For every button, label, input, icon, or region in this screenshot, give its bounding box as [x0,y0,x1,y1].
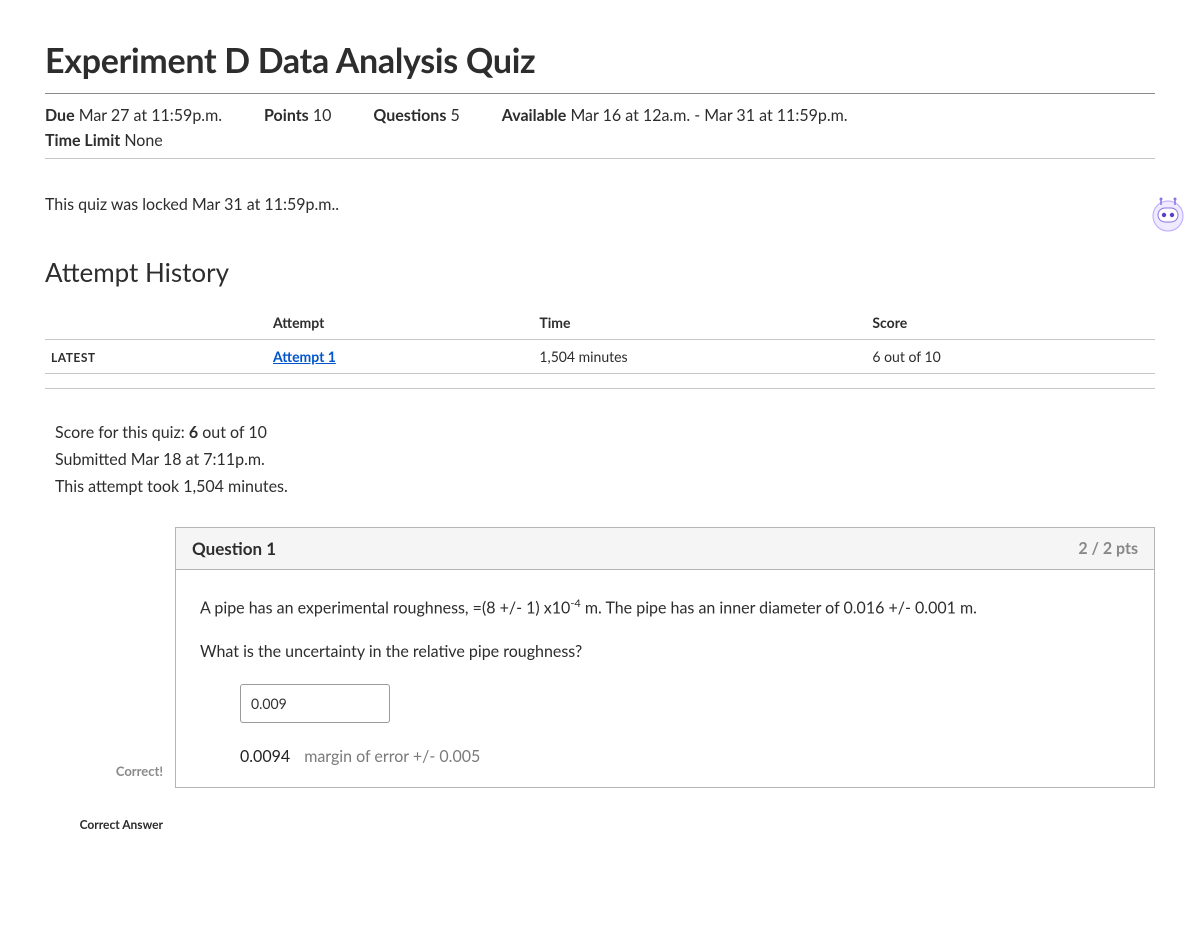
q1-text-a: A pipe has an experimental roughness, =(… [200,598,570,617]
attempt-score: 6 out of 10 [866,340,1155,374]
col-attempt: Attempt [267,306,533,340]
meta-timelimit: Time Limit None [45,131,163,150]
question-header: Question 1 2 / 2 pts [176,528,1154,570]
question-text-2: What is the uncertainty in the relative … [200,640,1130,664]
attempt-time: 1,504 minutes [533,340,866,374]
page-title: Experiment D Data Analysis Quiz [45,40,1155,81]
attempt-summary: Score for this quiz: 6 out of 10 Submitt… [55,419,1155,501]
summary-score-bold: 6 [189,423,198,442]
latest-tag: LATEST [51,350,96,365]
student-answer-box: 0.009 [240,684,390,723]
margin-of-error: margin of error +/- 0.005 [304,745,480,769]
quiz-meta-row: Due Mar 27 at 11:59p.m. Points 10 Questi… [45,106,1155,125]
q1-text-b: m. The pipe has an inner diameter of 0.0… [581,598,977,617]
summary-line-1: Score for this quiz: 6 out of 10 [55,419,1155,446]
meta-points: Points 10 [264,106,331,125]
attempt-history-table: Attempt Time Score LATEST Attempt 1 1,50… [45,306,1155,374]
meta-due-value-text: Mar 27 at 11:59p.m. [79,106,222,125]
attempt-history-heading: Attempt History [45,256,1155,288]
meta-questions-label: Questions [373,106,446,125]
q1-exponent: -4 [570,597,580,610]
lock-note: This quiz was locked Mar 31 at 11:59p.m.… [45,195,1155,214]
question-body: A pipe has an experimental roughness, =(… [176,570,1154,787]
student-answer-row: 0.009 [200,684,1130,723]
assistant-bot-icon[interactable] [1146,190,1190,234]
col-blank [45,306,267,340]
meta-timelimit-label: Time Limit [45,131,120,150]
meta-due: Due Mar 27 at 11:59p.m. [45,106,222,125]
correct-answer-label: Correct Answer [80,817,163,832]
table-row: LATEST Attempt 1 1,504 minutes 6 out of … [45,340,1155,374]
summary-line-2: Submitted Mar 18 at 7:11p.m. [55,446,1155,473]
correct-indicator: Correct! [116,763,163,779]
question-points: 2 / 2 pts [1078,539,1138,558]
question-title: Question 1 [192,538,276,559]
meta-available-label: Available [502,106,567,125]
col-time: Time [533,306,866,340]
divider [45,388,1155,389]
meta-available: Available Mar 16 at 12a.m. - Mar 31 at 1… [502,106,848,125]
divider [45,158,1155,159]
meta-points-value: 10 [313,106,332,125]
col-score: Score [866,306,1155,340]
question-card: Question 1 2 / 2 pts A pipe has an exper… [175,527,1155,788]
question-gutter: Correct! Correct Answer [45,527,175,788]
meta-timelimit-value: None [124,131,162,150]
meta-questions-value: 5 [450,106,459,125]
meta-due-label: Due [45,106,75,125]
summary-score-post: out of 10 [198,423,267,442]
correct-answer-value: 0.0094 [240,745,290,769]
correct-answer-row: 0.0094 margin of error +/- 0.005 [240,745,1130,769]
question-block: Correct! Correct Answer Question 1 2 / 2… [45,527,1155,788]
divider [45,93,1155,94]
summary-score-pre: Score for this quiz: [55,423,189,442]
meta-available-value: Mar 16 at 12a.m. - Mar 31 at 11:59p.m. [570,106,847,125]
quiz-meta-row-2: Time Limit None [45,131,1155,150]
question-text-1: A pipe has an experimental roughness, =(… [200,596,1130,620]
attempt-link[interactable]: Attempt 1 [273,348,336,365]
meta-questions: Questions 5 [373,106,459,125]
meta-points-label: Points [264,106,309,125]
summary-line-3: This attempt took 1,504 minutes. [55,473,1155,500]
